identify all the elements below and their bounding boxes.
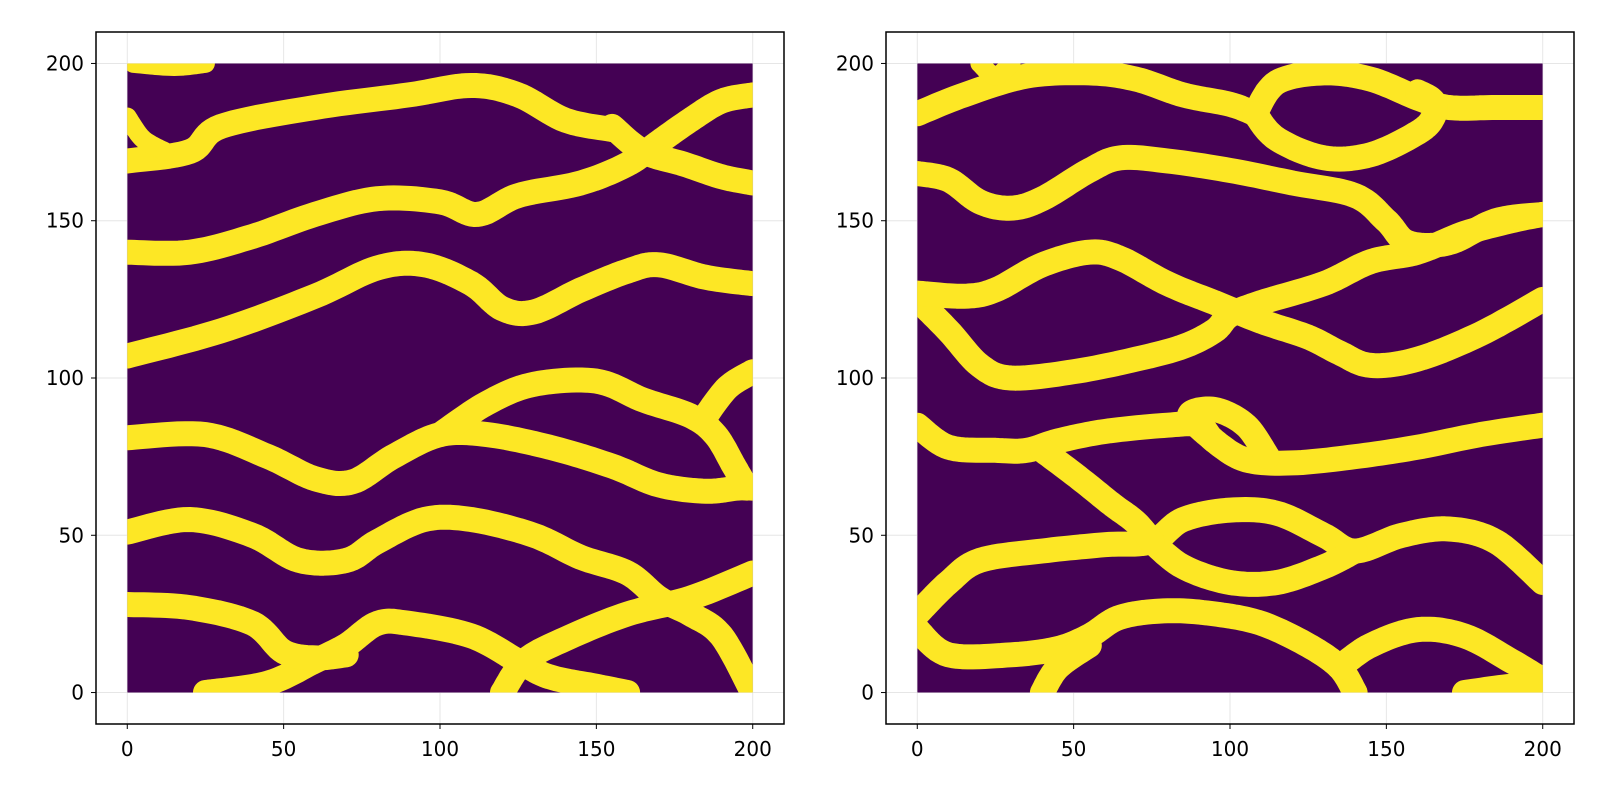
y-tick-label: 100 — [46, 366, 84, 390]
channel-8 — [127, 250, 753, 369]
x-tick-label: 200 — [1524, 737, 1562, 761]
channel-2 — [1029, 632, 1102, 693]
y-tick-label: 200 — [46, 51, 84, 75]
x-tick-label: 100 — [421, 737, 459, 761]
channel-12 — [127, 107, 175, 161]
channel-4 — [127, 504, 753, 693]
channel-14 — [1242, 63, 1543, 127]
channel-8 — [1176, 396, 1280, 470]
channel-16 — [970, 63, 1021, 86]
heatmap — [917, 63, 1543, 693]
channel-13 — [917, 63, 1268, 127]
channel-7 — [693, 359, 753, 429]
y-tick-label: 50 — [59, 523, 84, 547]
x-tick-label: 50 — [271, 737, 296, 761]
x-tick-label: 150 — [577, 737, 615, 761]
y-tick-label: 0 — [71, 681, 84, 705]
panel-left: 0 50 100 150 200 0 50 100 150 200 — [46, 31, 785, 761]
channel-6 — [427, 367, 753, 501]
y-tick-label: 150 — [836, 209, 874, 233]
y-tick-label: 150 — [46, 209, 84, 233]
channel-1 — [917, 598, 1368, 693]
x-tick-label: 100 — [1211, 737, 1249, 761]
x-tick-label: 0 — [911, 737, 924, 761]
y-tick-label: 50 — [849, 523, 874, 547]
channel-2 — [127, 592, 359, 671]
y-tick-label: 200 — [836, 51, 874, 75]
y-tick-label: 100 — [836, 366, 874, 390]
channel-13 — [127, 63, 215, 76]
x-tick-label: 150 — [1367, 737, 1405, 761]
channel-10 — [599, 113, 753, 196]
channel-9 — [127, 82, 753, 266]
channel-3 — [1327, 616, 1543, 693]
channel-5 — [917, 497, 1543, 627]
panel-right: 0 50 100 150 200 0 50 100 150 200 — [836, 31, 1575, 761]
y-tick-label: 0 — [861, 681, 874, 705]
channel-15 — [1242, 79, 1448, 172]
x-tick-label: 0 — [121, 737, 134, 761]
x-tick-label: 200 — [734, 737, 772, 761]
heatmap — [127, 63, 753, 693]
channel-11 — [127, 73, 625, 174]
channel-6 — [1139, 529, 1368, 597]
channel-4 — [1452, 673, 1543, 693]
channel-11 — [917, 239, 1543, 379]
channel-3 — [490, 560, 753, 693]
channel-9 — [1029, 437, 1165, 555]
x-tick-label: 50 — [1061, 737, 1086, 761]
channel-12 — [917, 144, 1543, 258]
